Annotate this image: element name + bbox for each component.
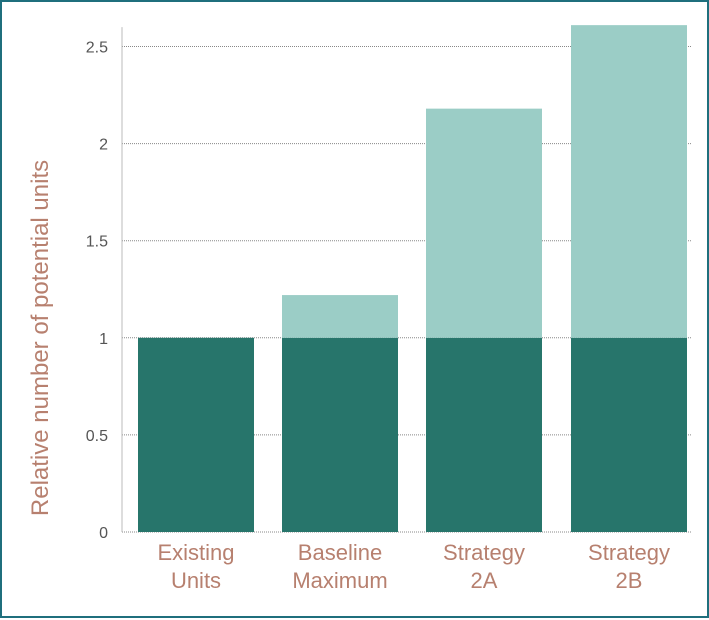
bar-segment-2	[426, 108, 542, 338]
y-tick-label: 2.5	[86, 40, 108, 57]
bar-segment-1	[282, 337, 398, 532]
bar-segment-1	[426, 337, 542, 532]
x-category-label: Strategy 2B	[588, 540, 670, 593]
y-tick-label: 0	[99, 525, 108, 542]
x-category-labels: Existing Units Baseline Maximum Strategy 2A St…	[157, 540, 669, 593]
bar-segment-2	[571, 25, 687, 338]
y-axis-label: Relative number of potential units	[27, 160, 54, 516]
bar-segment-1	[571, 337, 687, 532]
bars	[138, 25, 687, 532]
y-tick-label: 1.5	[86, 234, 108, 251]
x-category-label: Strategy 2A	[443, 540, 525, 593]
x-category-label: Baseline Maximum	[292, 540, 387, 593]
y-tick-label: 0.5	[86, 428, 108, 445]
bar-segment-2	[282, 295, 398, 338]
y-tick-label: 1	[99, 331, 108, 348]
x-category-label: Existing Units	[157, 540, 234, 593]
y-tick-label: 2	[99, 137, 108, 154]
y-tick-labels: 0 0.5 1 1.5 2 2.5	[86, 40, 108, 543]
bar-segment-1	[138, 337, 254, 532]
